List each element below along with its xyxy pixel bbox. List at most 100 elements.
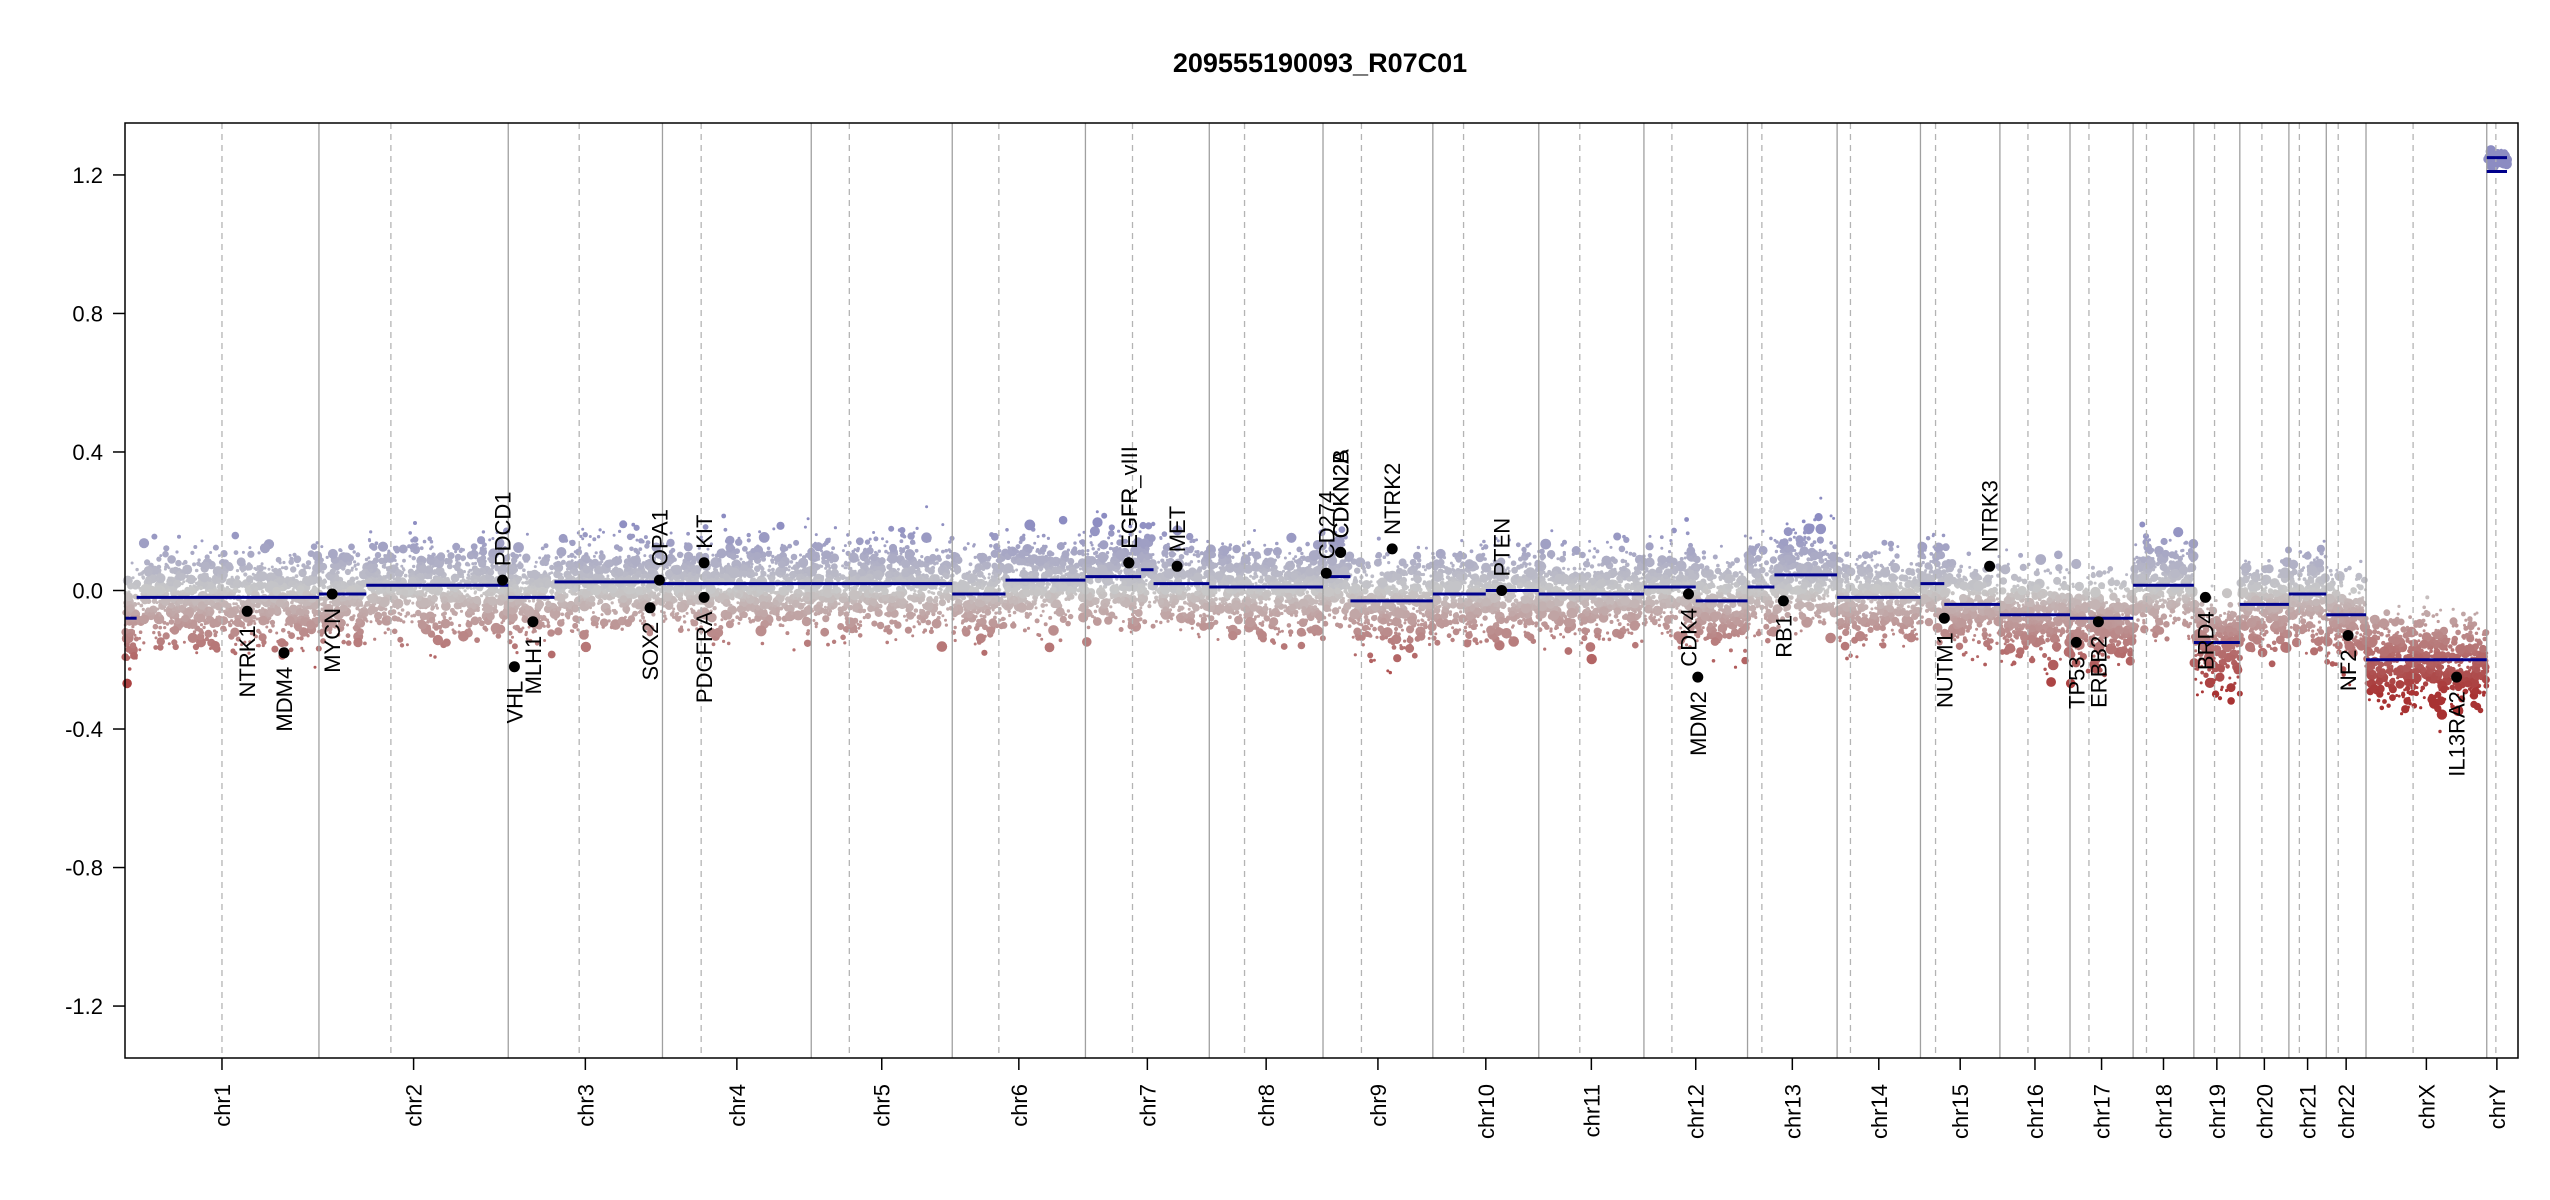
probe-point (726, 587, 733, 593)
probe-point (544, 554, 548, 558)
probe-point (310, 543, 318, 550)
probe-point (386, 627, 390, 631)
probe-point (377, 541, 389, 552)
probe-point (212, 544, 219, 551)
probe-point (997, 602, 1001, 606)
probe-point (608, 584, 618, 594)
probe-point (824, 562, 830, 568)
probe-point (883, 601, 887, 605)
probe-point (628, 558, 631, 562)
probe-point (139, 589, 143, 592)
probe-point (691, 556, 697, 562)
probe-point (131, 653, 135, 657)
probe-point (144, 568, 152, 577)
probe-point (667, 589, 670, 593)
probe-point (618, 529, 622, 534)
probe-point (886, 628, 893, 635)
probe-point (1007, 609, 1011, 614)
probe-point (169, 616, 173, 620)
probe-point (275, 556, 282, 563)
probe-point (182, 564, 193, 575)
probe-point (479, 546, 485, 552)
probe-point (217, 554, 221, 558)
probe-point (822, 615, 830, 623)
probe-point (895, 571, 900, 576)
probe-point (219, 592, 224, 597)
probe-point (124, 592, 134, 602)
probe-point (1059, 615, 1067, 624)
probe-point (562, 584, 566, 588)
probe-point (889, 619, 895, 625)
probe-point (830, 551, 834, 555)
probe-point (469, 554, 474, 559)
probe-point (1039, 584, 1043, 588)
probe-point (153, 613, 165, 625)
probe-point (315, 541, 319, 545)
probe-point (931, 618, 942, 629)
probe-point (300, 646, 304, 650)
probe-point (801, 616, 812, 627)
probe-point (750, 577, 755, 582)
probe-point (465, 620, 473, 628)
probe-point (151, 598, 157, 604)
probe-point (130, 561, 134, 565)
probe-point (138, 630, 143, 634)
probe-point (768, 564, 772, 568)
probe-point (365, 619, 369, 623)
probe-point (468, 596, 472, 600)
probe-point (527, 599, 531, 603)
probe-point (1066, 609, 1071, 613)
probe-point (890, 572, 894, 576)
probe-point (996, 557, 1003, 564)
probe-point (201, 561, 211, 571)
probe-point (139, 614, 150, 625)
probe-point (1066, 567, 1070, 571)
probe-point (717, 557, 722, 562)
probe-point (297, 615, 302, 620)
probe-point (968, 562, 973, 567)
probe-point (209, 611, 213, 615)
probe-point (363, 641, 367, 646)
probe-point (656, 592, 661, 597)
probe-point (913, 593, 918, 597)
probe-point (353, 563, 357, 567)
probe-point (789, 560, 794, 564)
probe-point (746, 595, 750, 599)
probe-point (230, 627, 240, 637)
probe-point (400, 571, 405, 575)
probe-point (857, 633, 863, 638)
probe-point (479, 594, 484, 598)
probe-point (131, 643, 135, 647)
probe-point (774, 561, 778, 565)
probe-point (777, 560, 786, 568)
probe-point (233, 550, 239, 555)
probe-point (841, 564, 845, 568)
probe-point (473, 544, 478, 548)
probe-point (464, 579, 468, 583)
probe-point (631, 613, 635, 617)
probe-point (508, 574, 514, 580)
probe-point (920, 564, 924, 568)
probe-point (494, 594, 498, 598)
probe-point (484, 627, 489, 632)
probe-point (147, 581, 151, 585)
probe-point (685, 611, 689, 615)
probe-point (1034, 606, 1038, 610)
probe-point (940, 563, 944, 567)
probe-point (139, 603, 144, 608)
probe-point (728, 567, 740, 579)
probe-point (362, 606, 366, 610)
probe-point (247, 622, 251, 626)
probe-point (602, 603, 608, 610)
probe-point (257, 551, 261, 555)
probe-point (844, 587, 848, 592)
probe-point (953, 625, 957, 630)
probe-point (814, 621, 819, 626)
probe-point (181, 589, 185, 593)
probe-point (623, 606, 626, 610)
probe-point (344, 583, 348, 587)
probe-point (663, 593, 672, 602)
probe-point (915, 570, 921, 576)
probe-point (776, 615, 782, 622)
probe-point (397, 611, 401, 615)
